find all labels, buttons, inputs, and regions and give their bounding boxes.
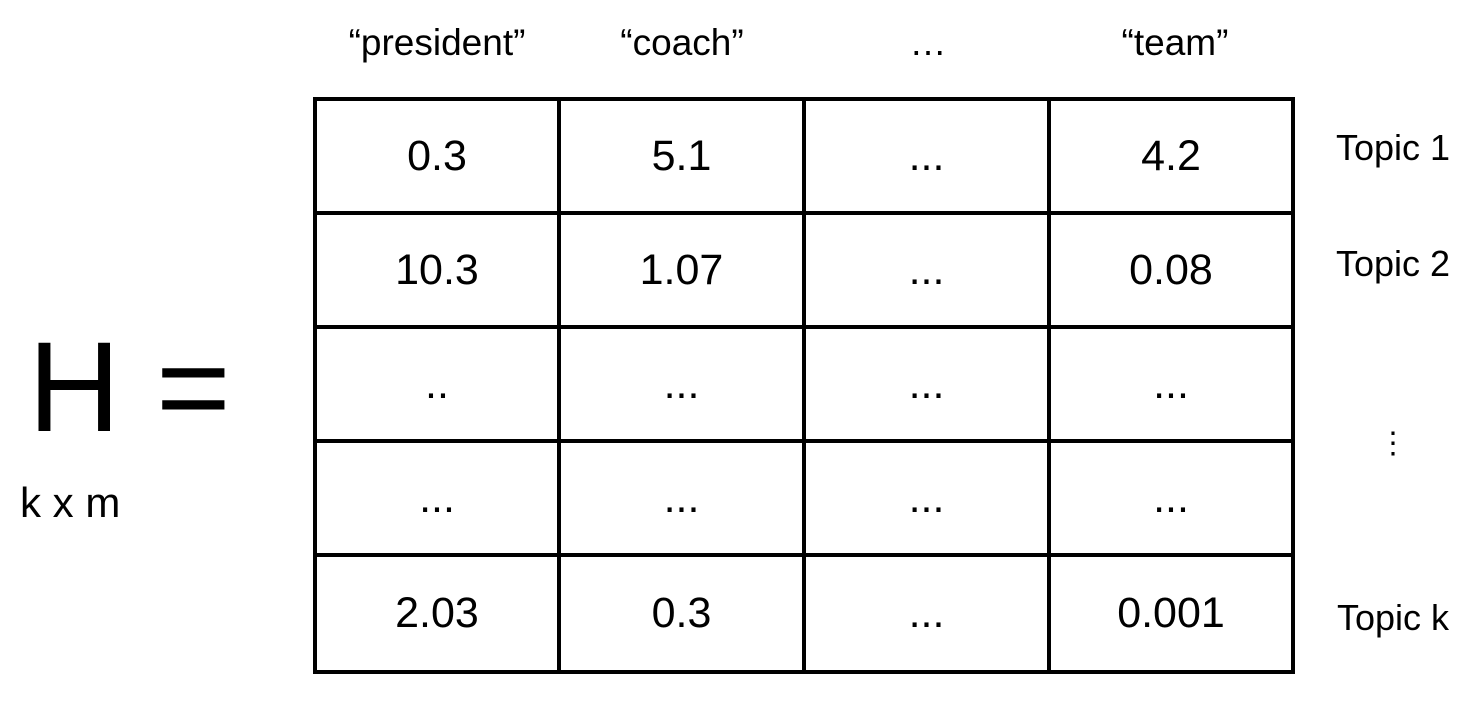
row-label-topic-1: Topic 1 bbox=[1335, 127, 1451, 168]
matrix-cell: ... bbox=[806, 101, 1051, 215]
column-header-coach: “coach” bbox=[620, 22, 744, 63]
matrix-cell: ... bbox=[561, 329, 806, 443]
column-header-team: “team” bbox=[1121, 22, 1229, 63]
matrix-cell: ... bbox=[1051, 329, 1291, 443]
matrix-symbol: H = bbox=[28, 316, 231, 459]
row-label-vertical-ellipsis: ⋮ bbox=[1378, 427, 1408, 460]
matrix-dimensions: k x m bbox=[20, 479, 121, 526]
matrix-cell: 0.3 bbox=[561, 557, 806, 670]
column-header-ellipsis: … bbox=[909, 22, 947, 63]
matrix-cell: ... bbox=[1051, 443, 1291, 557]
matrix-cell: 2.03 bbox=[317, 557, 561, 670]
column-header-president: “president” bbox=[348, 22, 526, 63]
matrix-cell: 0.001 bbox=[1117, 589, 1225, 637]
matrix-cell: 0.3 bbox=[317, 101, 561, 215]
matrix-cell: 10.3 bbox=[317, 215, 561, 329]
matrix-cell: ... bbox=[561, 443, 806, 557]
matrix-cell: 0.08 bbox=[1051, 215, 1291, 329]
matrix-cell: 1.07 bbox=[561, 215, 806, 329]
matrix-cell: ... bbox=[806, 215, 1051, 329]
matrix-grid: 0.3 5.1 ... 4.2 10.3 1.07 ... 0.08 .. ..… bbox=[313, 97, 1295, 674]
matrix-cell: 5.1 bbox=[561, 101, 806, 215]
matrix-cell: ... bbox=[806, 443, 1051, 557]
row-label-topic-k: Topic k bbox=[1336, 597, 1450, 638]
matrix-cell: 4.2 bbox=[1051, 101, 1291, 215]
matrix-cell: ... bbox=[317, 443, 561, 557]
row-label-topic-2: Topic 2 bbox=[1335, 243, 1451, 284]
matrix-cell: ... bbox=[806, 557, 1051, 670]
matrix-cell: ... bbox=[806, 329, 1051, 443]
matrix-cell: .. bbox=[317, 329, 561, 443]
